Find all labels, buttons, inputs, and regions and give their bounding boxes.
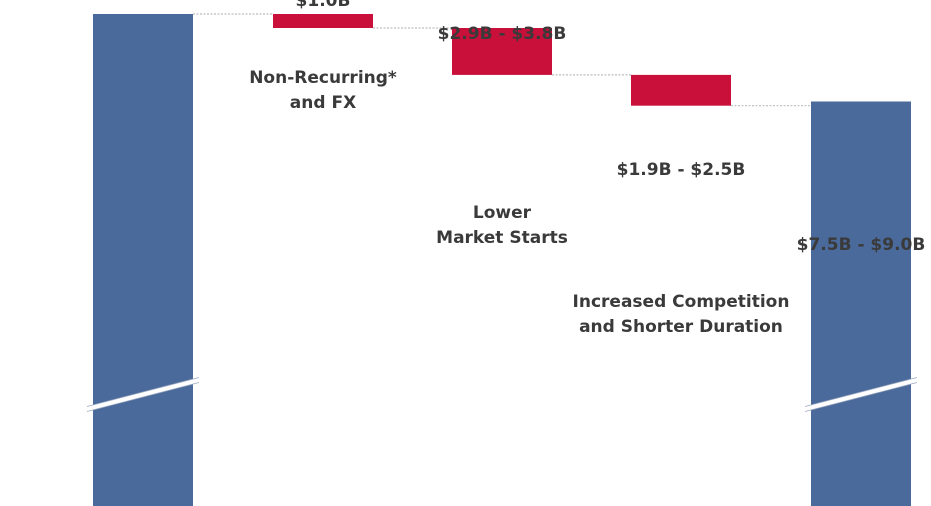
category-label: and Shorter Duration — [579, 317, 783, 337]
value-label: $7.5B - $9.0B — [797, 235, 926, 255]
decrease-bar — [452, 28, 552, 75]
category-label: Market Starts — [436, 228, 568, 248]
total-bar — [93, 14, 193, 506]
decrease-bar — [273, 14, 373, 28]
category-label: and FX — [290, 93, 356, 113]
value-label: $2.9B - $3.8B — [438, 24, 567, 44]
total-bar — [811, 101, 911, 506]
value-label: $1.9B - $2.5B — [617, 160, 746, 180]
category-label: Increased Competition — [573, 292, 790, 312]
axis-break-mark — [804, 377, 918, 412]
axis-break-mark — [86, 377, 200, 412]
value-label: $1.0B — [296, 0, 351, 11]
category-label: Lower — [473, 203, 532, 223]
category-label: Non-Recurring* — [249, 68, 397, 88]
decrease-bar — [631, 74, 731, 106]
